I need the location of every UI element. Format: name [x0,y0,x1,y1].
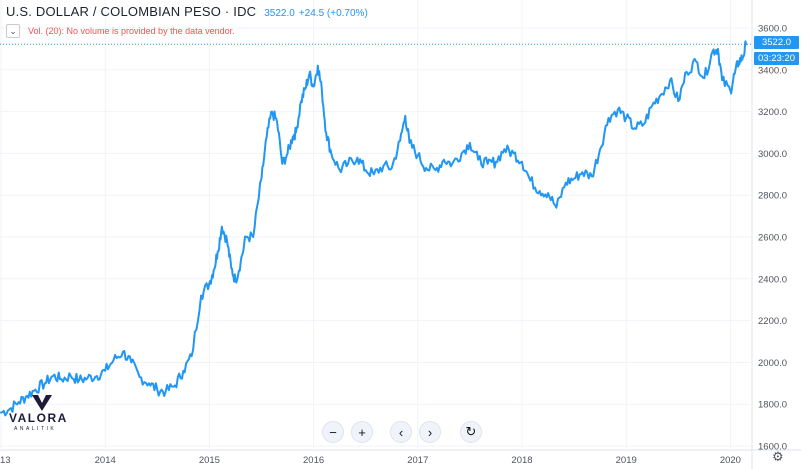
y-tick-label: 3400.0 [758,65,787,76]
gear-icon[interactable]: ⚙ [772,449,784,464]
volume-legend: ⌄ Vol. (20): No volume is provided by th… [6,24,235,38]
price-tag: 3522.0 [754,36,799,49]
usd-cop-price-line [0,40,747,417]
y-tick-label: 3200.0 [758,107,787,118]
x-tick-label: 2020 [720,455,741,466]
x-tick-label: 2017 [407,455,428,466]
zoom-in-icon[interactable]: + [351,421,373,443]
reset-toolbar: ↻ [460,421,489,443]
y-tick-label: 2000.0 [758,358,787,369]
zoom-out-icon[interactable]: − [322,421,344,443]
y-tick-label: 2400.0 [758,274,787,285]
last-price: 3522.0 [264,8,295,19]
time-axis[interactable]: 13 2014 2015 2016 2017 2018 2019 2020 [0,455,741,466]
y-tick-label: 3600.0 [758,24,787,35]
x-tick-label: 2018 [511,455,532,466]
y-tick-label: 2800.0 [758,191,787,202]
x-tick-label: 2016 [303,455,324,466]
scroll-right-icon[interactable]: › [419,421,441,443]
y-tick-label: 1800.0 [758,400,787,411]
scroll-left-icon[interactable]: ‹ [390,421,412,443]
y-tick-label: 2600.0 [758,233,787,244]
valora-logo: VALORA ANALITIK [8,395,76,433]
logo-name: VALORA [9,411,68,425]
y-tick-label: 3000.0 [758,149,787,160]
x-tick-label: 2015 [199,455,220,466]
reset-icon[interactable]: ↻ [460,421,482,443]
chart-header: U.S. DOLLAR / COLOMBIAN PESO · IDC 3522.… [6,4,368,22]
y-tick-label: 2200.0 [758,316,787,327]
x-tick-label: 13 [0,455,11,466]
y-tick-label: 1600.0 [758,442,787,453]
zoom-toolbar: − + [322,421,380,443]
x-tick-label: 2019 [616,455,637,466]
volume-message: Vol. (20): No volume is provided by the … [28,26,235,36]
symbol-title[interactable]: U.S. DOLLAR / COLOMBIAN PESO · IDC [6,4,257,19]
logo-subtitle: ANALITIK [14,426,57,432]
scroll-toolbar: ‹ › [390,421,448,443]
price-axis[interactable]: 1600.0 1800.0 2000.0 2200.0 2400.0 2600.0 2800… [758,24,787,453]
countdown-tag: 03:23:20 [754,52,799,65]
chevron-down-icon[interactable]: ⌄ [6,24,20,38]
logo-mark-icon [32,395,52,411]
price-change: +24.5 (+0.70%) [298,8,368,19]
x-tick-label: 2014 [95,455,116,466]
